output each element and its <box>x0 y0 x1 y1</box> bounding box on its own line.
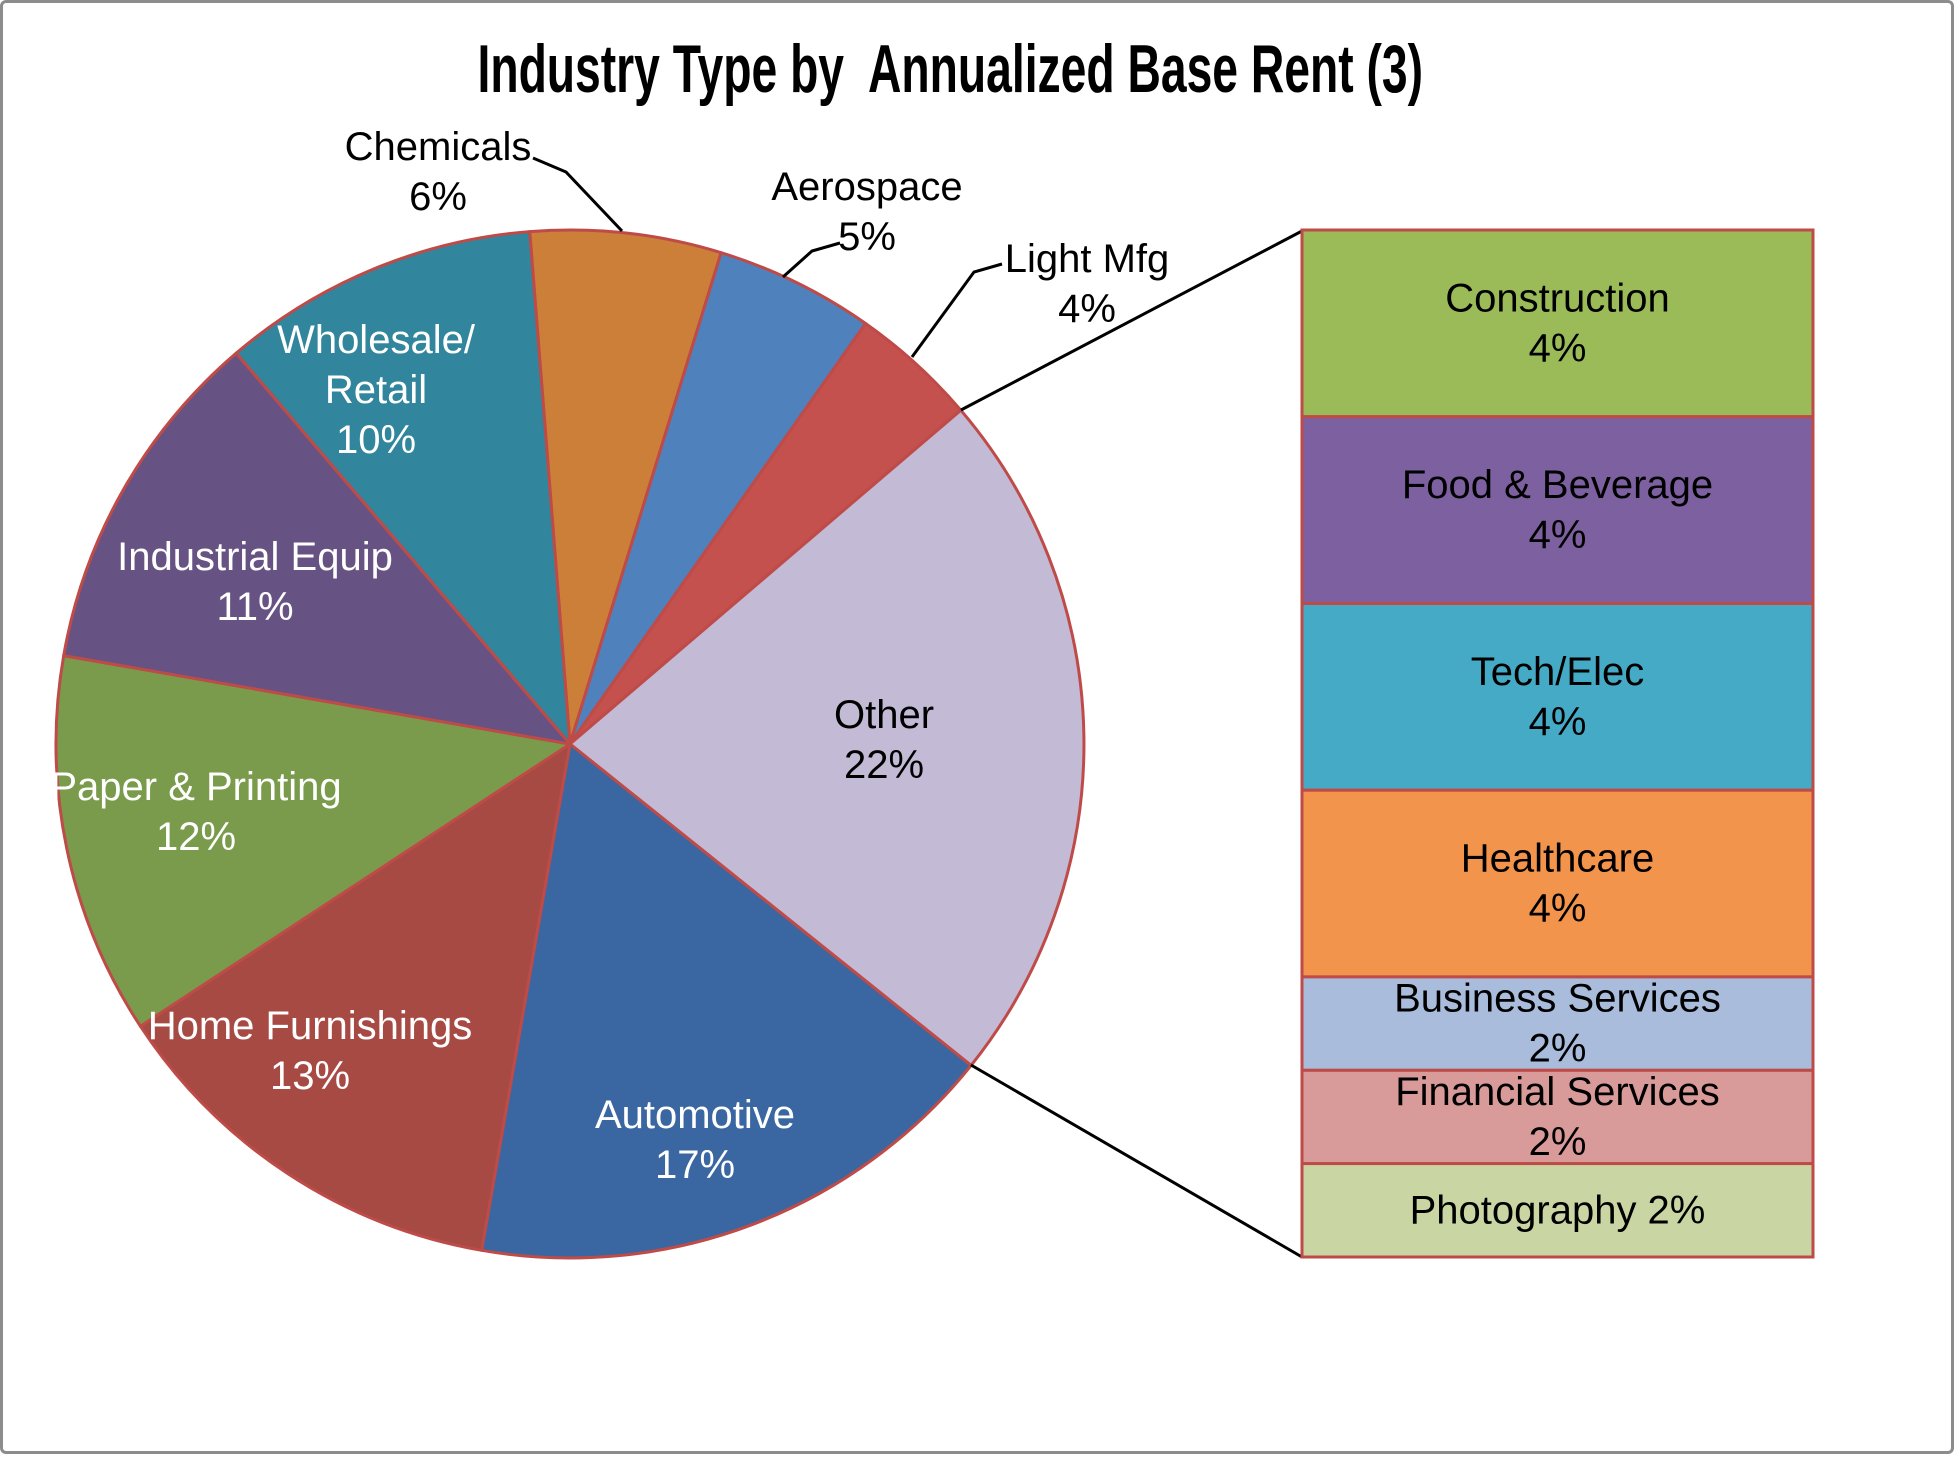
pie-slice-label-industrial-equip: 11% <box>216 585 293 629</box>
bar-segment-label-business-services: 2% <box>1529 1027 1587 1071</box>
aerospace-leader-line <box>781 241 841 279</box>
chart-title-text: Industry Type by Annualized Base Rent (3… <box>477 31 1423 107</box>
bar-segment-business-services[interactable] <box>1300 975 1815 1072</box>
pie-slice-label-chemicals: Chemicals <box>345 125 532 169</box>
other-bottom-connector-line <box>970 1063 1303 1259</box>
pie-slice-label-wholesale-retail: Wholesale/ <box>277 318 476 362</box>
pie-slice-label-aerospace: 5% <box>838 215 896 259</box>
pie-slice-paper-printing[interactable] <box>54 654 572 1028</box>
bar-segment-label-financial-services: 2% <box>1529 1120 1587 1164</box>
pie-slice-label-automotive: Automotive <box>595 1093 795 1137</box>
bar-segment-label-healthcare: Healthcare <box>1461 837 1654 881</box>
bar-segment-label-tech-elec: 4% <box>1529 700 1587 744</box>
pie-slice-label-light-mfg: Light Mfg <box>1005 237 1170 281</box>
pie-slice-label-industrial-equip: Industrial Equip <box>117 535 393 579</box>
bar-segment-label-food-beverage: Food & Beverage <box>1402 463 1713 507</box>
bar-segment-tech-elec[interactable] <box>1300 602 1815 792</box>
pie-slice-home-furnishings[interactable] <box>138 742 572 1252</box>
bar-of-pie <box>1300 228 1815 1259</box>
bar-segment-financial-services[interactable] <box>1300 1068 1815 1166</box>
bar-segment-healthcare[interactable] <box>1300 788 1815 979</box>
pie-slice-label-other: Other <box>834 693 934 737</box>
pie-slices <box>54 228 1086 1260</box>
pie-slice-label-paper-printing: 12% <box>156 815 236 859</box>
pie-slice-industrial-equip[interactable] <box>62 351 572 746</box>
bar-segment-label-tech-elec: Tech/Elec <box>1471 650 1644 694</box>
pie-slice-chemicals[interactable] <box>528 228 723 746</box>
chemicals-leader-line <box>532 156 624 233</box>
pie-slice-label-automotive: 17% <box>655 1143 735 1187</box>
pie-slice-label-chemicals: 6% <box>409 175 467 219</box>
bar-segment-label-photography: Photography 2% <box>1410 1188 1706 1232</box>
pie-slice-label-other: 22% <box>844 743 924 787</box>
chart-title: Industry Type by Annualized Base Rent (3… <box>0 32 1954 106</box>
pie-slice-label-home-furnishings: 13% <box>270 1054 350 1098</box>
bar-segment-label-business-services: Business Services <box>1394 977 1721 1021</box>
pie-slice-label-aerospace: Aerospace <box>771 165 962 209</box>
bar-segment-label-healthcare: 4% <box>1529 887 1587 931</box>
other-top-connector-line <box>960 229 1303 412</box>
pie-slice-label-home-furnishings: Home Furnishings <box>148 1004 473 1048</box>
leader-lines <box>532 156 1303 1259</box>
bar-segment-label-construction: 4% <box>1529 326 1587 370</box>
bar-segment-label-food-beverage: 4% <box>1529 513 1587 557</box>
chart-labels: Chemicals 6% Aerospace 5% Light Mfg 4% Other 22… <box>50 125 1721 1232</box>
bar-segment-construction[interactable] <box>1300 228 1815 419</box>
pie-slice-wholesale-retail[interactable] <box>234 230 572 746</box>
pie-slice-automotive[interactable] <box>480 742 973 1260</box>
bar-segment-photography[interactable] <box>1300 1162 1815 1259</box>
pie-slice-label-light-mfg: 4% <box>1058 287 1116 331</box>
pie-slice-other[interactable] <box>568 408 1086 1067</box>
pie-slice-label-wholesale-retail: Retail <box>325 368 427 412</box>
pie-slice-aerospace[interactable] <box>568 251 868 746</box>
pie-slice-label-paper-printing: Paper & Printing <box>50 765 341 809</box>
bar-segment-label-financial-services: Financial Services <box>1395 1070 1720 1114</box>
light-mfg-leader-line <box>910 262 1003 358</box>
pie-slice-label-wholesale-retail: 10% <box>336 418 416 462</box>
bar-segment-label-construction: Construction <box>1445 276 1670 320</box>
bar-segment-food-beverage[interactable] <box>1300 415 1815 605</box>
